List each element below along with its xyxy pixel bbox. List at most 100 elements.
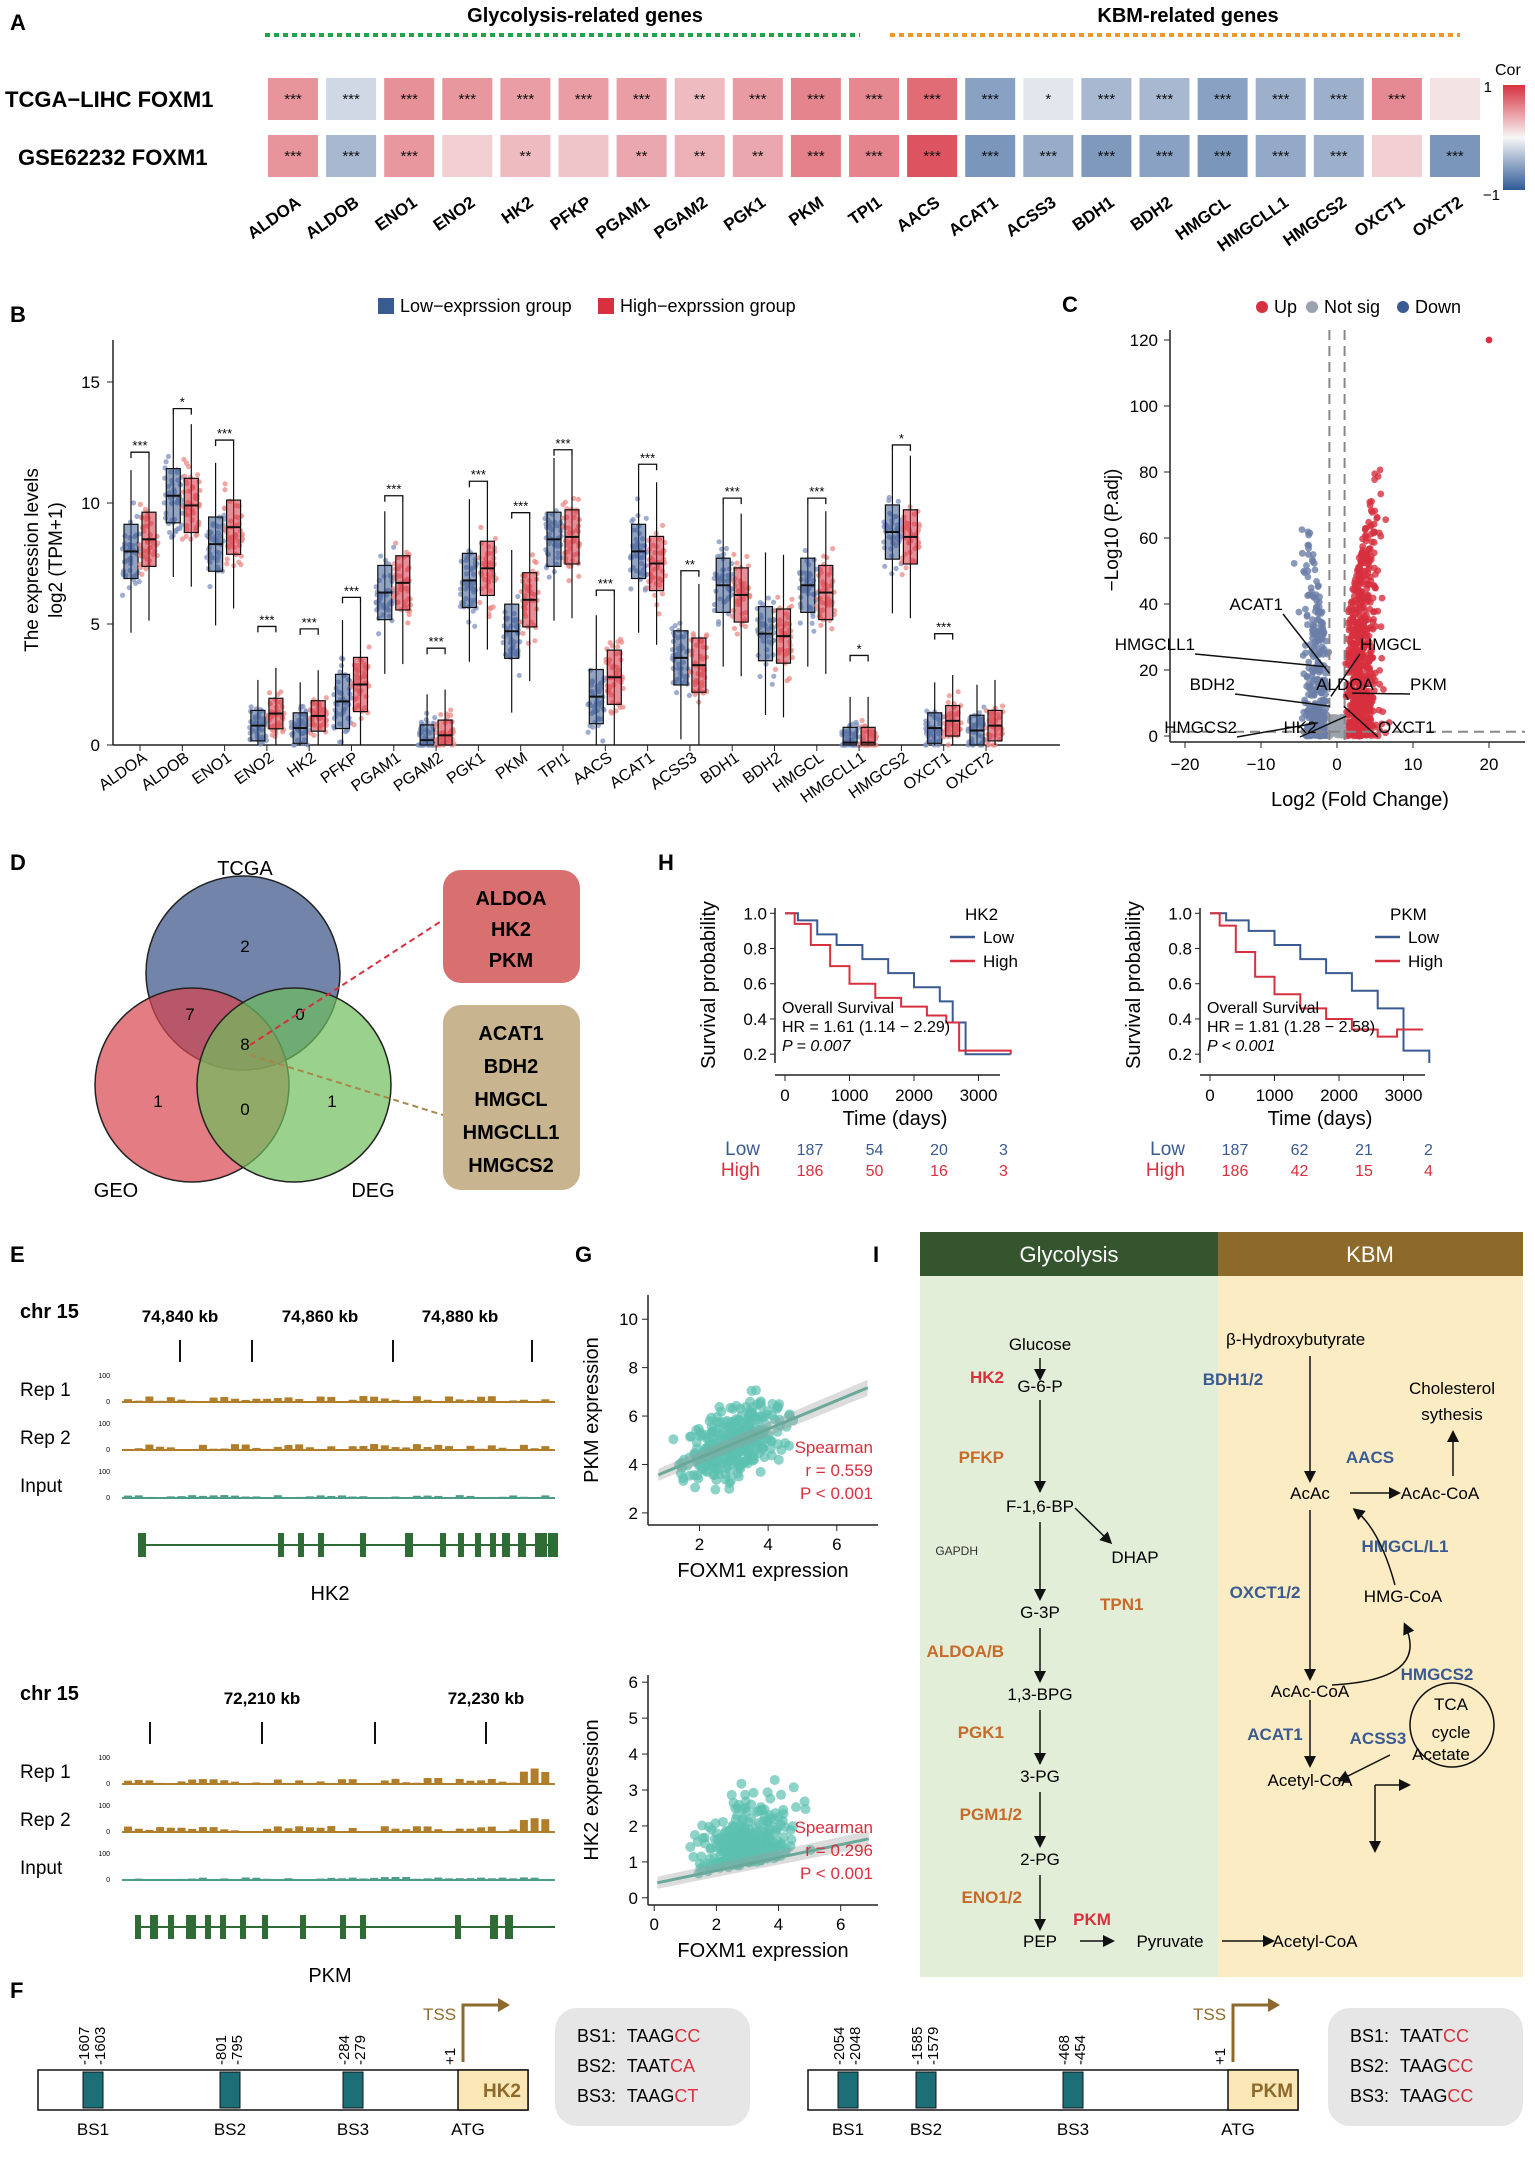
e-track-bar bbox=[273, 1398, 282, 1402]
f-bs-label: BS2 bbox=[214, 2120, 246, 2139]
e-track-bar bbox=[455, 1449, 464, 1450]
c-down-point bbox=[1304, 528, 1312, 536]
heatmap-gene-label: ALDOB bbox=[302, 193, 362, 243]
panel-label-h: H bbox=[658, 850, 674, 875]
e-gene-exon bbox=[186, 1915, 196, 1939]
g-xlabel: FOXM1 expression bbox=[677, 1560, 848, 1582]
c-up-point bbox=[1377, 623, 1385, 631]
heatmap-star: *** bbox=[284, 91, 302, 108]
b-point bbox=[323, 695, 329, 701]
b-point bbox=[303, 708, 309, 714]
f-site-pos: -2054 bbox=[831, 2027, 848, 2065]
c-down-point bbox=[1319, 625, 1327, 633]
heatmap-cell bbox=[326, 135, 377, 177]
panel-label-i: I bbox=[873, 1242, 879, 1267]
e-track-bar bbox=[124, 1879, 132, 1880]
c-gene-label: HMGCS2 bbox=[1164, 718, 1237, 737]
b-gene-label: ACAT1 bbox=[607, 749, 658, 792]
e-coord-label: 74,880 kb bbox=[422, 1307, 499, 1326]
b-point bbox=[179, 536, 186, 542]
b-point bbox=[238, 562, 244, 568]
e-track-bar bbox=[209, 1779, 218, 1784]
f-promoter-bar bbox=[807, 2069, 1299, 2111]
e-track-bar bbox=[530, 1448, 539, 1450]
g-point bbox=[783, 1440, 794, 1451]
e-chr-label: chr 15 bbox=[20, 1301, 79, 1323]
e-track-bar bbox=[231, 1398, 239, 1402]
e-track-bar bbox=[327, 1446, 336, 1450]
heatmap-star: *** bbox=[1156, 91, 1174, 108]
e-track-bar bbox=[273, 1446, 282, 1450]
e-gene-exon bbox=[548, 1533, 558, 1557]
pathway-metabolite: AcAc-CoA bbox=[1401, 1484, 1480, 1503]
g-point bbox=[703, 1821, 714, 1832]
e-gene-exon bbox=[490, 1533, 496, 1557]
e-gene-exon bbox=[150, 1915, 158, 1939]
heatmap-cell bbox=[442, 78, 493, 120]
b-point bbox=[366, 644, 372, 650]
c-gene-labels: ACAT1 HMGCLL1 HMGCL BDH2 ALDOA PKM HMGCS2 HK2 OX… bbox=[1115, 595, 1447, 738]
e-coord-label: 72,210 kb bbox=[224, 1689, 301, 1708]
e-track-bar bbox=[295, 1780, 304, 1784]
c-down-point bbox=[1298, 549, 1306, 557]
b-point bbox=[734, 631, 740, 637]
e-track-scale: 0 bbox=[106, 1877, 110, 1884]
e-track-bar bbox=[498, 1781, 507, 1784]
heatmap-star: *** bbox=[400, 91, 418, 108]
glycolysis-group-label: Glycolysis-related genes bbox=[467, 5, 703, 27]
heatmap-star: *** bbox=[400, 148, 418, 165]
h-risk-high-label: High bbox=[721, 1160, 760, 1181]
e-track-bar bbox=[380, 1877, 389, 1880]
heatmap-cell bbox=[1023, 135, 1074, 177]
legend-notsig-label: Not sig bbox=[1324, 297, 1380, 317]
b-point bbox=[466, 619, 472, 625]
c-xtick-label: −20 bbox=[1171, 755, 1200, 774]
e-track-bar bbox=[198, 1827, 207, 1832]
g-xtick-label: 4 bbox=[774, 1915, 783, 1934]
b-point bbox=[643, 515, 649, 521]
e-track-bar bbox=[412, 1396, 421, 1402]
b-point bbox=[516, 672, 522, 679]
f-seq-row: BS1: TAAGCC bbox=[577, 2026, 700, 2046]
c-up-point bbox=[1359, 567, 1367, 575]
heatmap-cell bbox=[1313, 78, 1364, 120]
b-point bbox=[532, 638, 538, 644]
g-point bbox=[778, 1832, 789, 1843]
e-track-bar bbox=[487, 1445, 496, 1450]
e-track-bar bbox=[541, 1495, 550, 1498]
g-point bbox=[735, 1403, 746, 1414]
survival-plot-hk2: 0.2 0.4 0.6 0.8 1.0 0 1000 2000 3000 Survival pro… bbox=[698, 901, 1018, 1181]
c-down-point bbox=[1310, 559, 1318, 567]
e-track-bar bbox=[284, 1878, 293, 1880]
b-point bbox=[704, 632, 710, 638]
e-track-bar bbox=[231, 1781, 239, 1784]
c-up-point bbox=[1377, 532, 1385, 540]
h-risk-high-count: 186 bbox=[797, 1163, 824, 1180]
c-up-point bbox=[1361, 708, 1368, 716]
e-track-bar bbox=[252, 1447, 261, 1450]
e-gene-exon bbox=[138, 1533, 146, 1557]
b-point bbox=[809, 620, 815, 626]
b-sig-bracket bbox=[214, 439, 235, 447]
e-gene-exon bbox=[440, 1533, 446, 1557]
e-track-bar bbox=[370, 1877, 379, 1880]
e-track-bar bbox=[263, 1398, 272, 1402]
b-point bbox=[423, 716, 429, 723]
heatmap-star: *** bbox=[749, 91, 767, 108]
e-track-label: Rep 1 bbox=[20, 1762, 71, 1783]
pathway-metabolite: sythesis bbox=[1421, 1405, 1482, 1424]
e-track-label: Input bbox=[20, 1858, 63, 1879]
b-point bbox=[163, 459, 169, 465]
h-risk-low-count: 21 bbox=[1355, 1142, 1373, 1159]
b-point bbox=[266, 690, 273, 696]
panel-a: A Glycolysis-related genes KBM-related g… bbox=[5, 5, 1525, 255]
g-point bbox=[697, 1464, 708, 1475]
e-track-bar bbox=[316, 1396, 325, 1402]
b-point bbox=[811, 628, 817, 634]
b-point bbox=[391, 586, 397, 592]
pathway-enzyme: PFKP bbox=[959, 1448, 1004, 1467]
g-point bbox=[748, 1787, 759, 1798]
heatmap-gene-label: ACAT1 bbox=[945, 193, 1001, 240]
b-point bbox=[659, 591, 666, 597]
